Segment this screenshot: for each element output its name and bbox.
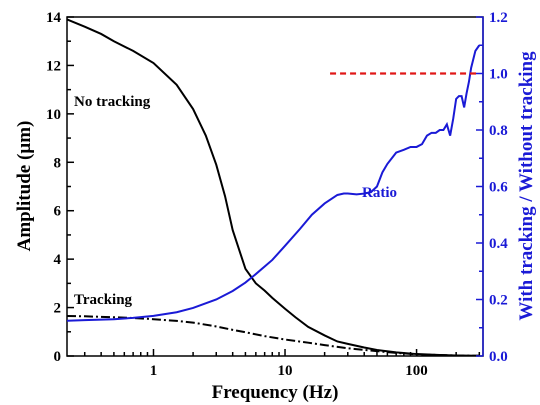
y-tick-label: 8 — [54, 155, 62, 171]
y2-tick-label: 0.6 — [489, 180, 508, 196]
y-tick-label: 14 — [46, 10, 62, 26]
y-axis-title: Amplitude (µm) — [14, 121, 35, 252]
annotation-tracking: Tracking — [74, 292, 133, 308]
x-tick-label: 1 — [150, 363, 158, 379]
x-tick-label: 100 — [405, 363, 428, 379]
y-tick-label: 6 — [54, 204, 62, 220]
y2-axis-title: With tracking / Without tracking — [516, 51, 537, 321]
x-axis-title: Frequency (Hz) — [212, 382, 339, 403]
ratio-line — [67, 44, 481, 322]
tracking-line — [67, 315, 480, 356]
y-tick-label: 2 — [54, 301, 62, 317]
y2-tick-label: 0.0 — [489, 349, 508, 365]
series-layer — [67, 18, 481, 356]
y2-tick-label: 0.2 — [489, 293, 508, 309]
y2-tick-label: 0.8 — [489, 123, 508, 139]
y-axis-right: 0.0 0.2 0.4 0.6 0.8 1.0 1.2 — [476, 10, 508, 365]
x-tick-label: 10 — [278, 363, 293, 379]
y-axis-left: 0 2 4 6 8 10 12 14 — [46, 10, 74, 365]
annotation-ratio: Ratio — [362, 185, 397, 201]
y2-tick-label: 1.0 — [489, 67, 508, 83]
y-tick-label: 4 — [54, 252, 62, 268]
y-tick-label: 10 — [46, 107, 61, 123]
x-axis: 1 10 100 — [83, 349, 481, 379]
annotation-no-tracking: No tracking — [74, 94, 151, 110]
y-tick-label: 12 — [46, 58, 61, 74]
y2-tick-label: 1.2 — [489, 10, 508, 26]
y-tick-label: 0 — [54, 349, 62, 365]
y2-tick-label: 0.4 — [489, 236, 508, 252]
